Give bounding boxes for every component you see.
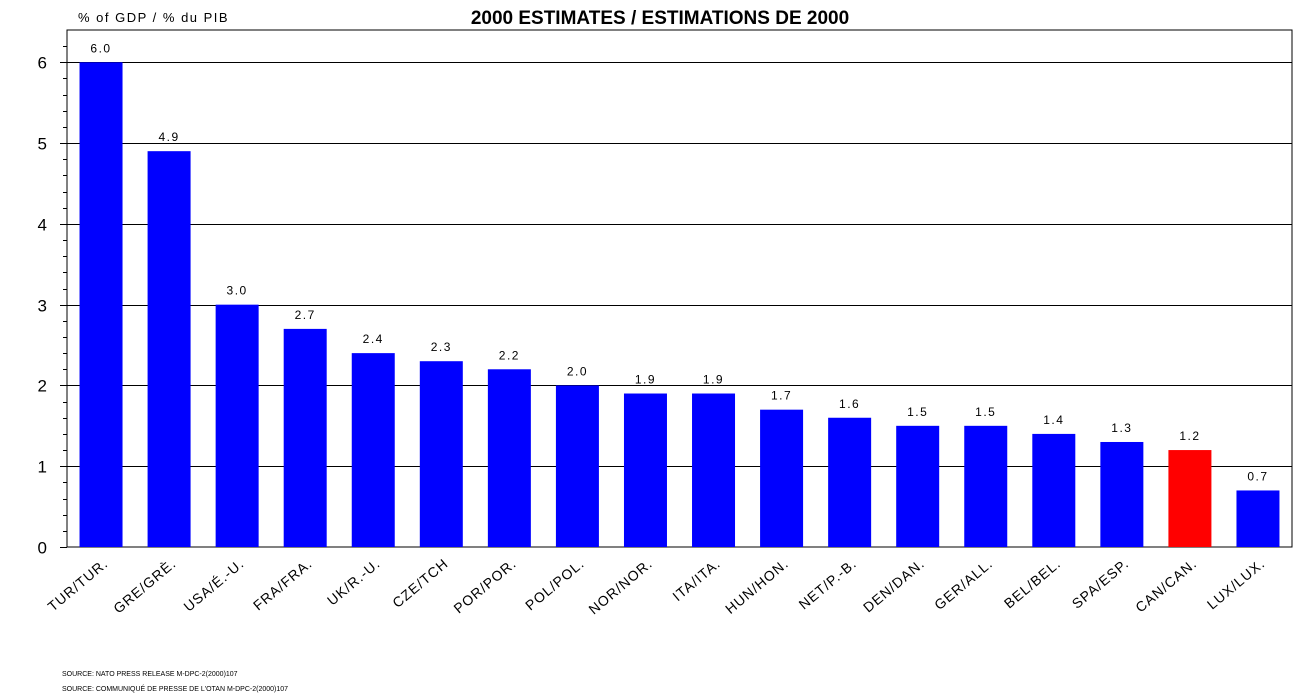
bar	[964, 425, 1008, 547]
x-tick-label: NOR/NOR.	[585, 555, 655, 617]
data-label: 1.9	[635, 373, 656, 387]
data-label: 2.2	[499, 348, 520, 362]
bar	[283, 328, 327, 547]
x-tick-label: DEN/DAN.	[860, 555, 928, 615]
chart-title: 2000 ESTIMATES / ESTIMATIONS DE 2000	[471, 8, 849, 29]
bar	[487, 369, 531, 547]
data-label: 6.0	[90, 41, 111, 55]
y-tick-label: 6	[38, 54, 47, 73]
data-label: 1.3	[1111, 421, 1132, 435]
bar	[828, 417, 872, 547]
data-label: 1.4	[1043, 413, 1064, 427]
data-label: 2.4	[363, 332, 384, 346]
y-tick-label: 1	[38, 458, 47, 477]
data-label: 3.0	[227, 284, 248, 298]
x-tick-label: USA/É.-U.	[180, 555, 247, 615]
x-tick-label: POR/POR.	[450, 555, 519, 616]
bar	[692, 393, 736, 547]
plot-area: 0 1 2 3 4 5 6 6.0 TUR/TUR. 4.9 GRE/GRÈ. 3.0 USA/É.-U…	[38, 29, 1293, 617]
x-tick-label: LUX/LUX.	[1204, 555, 1268, 612]
plot-frame	[66, 29, 1293, 548]
bar	[1032, 433, 1076, 547]
bar	[419, 361, 463, 547]
bar	[1168, 450, 1212, 547]
bar	[760, 409, 804, 547]
x-tick-label: CZE/TCH	[389, 555, 451, 611]
x-tick-label: UK/R.-U.	[324, 555, 383, 608]
y-tick-label: 4	[38, 216, 47, 235]
source-note-fr: SOURCE: COMMUNIQUÉ DE PRESSE DE L'OTAN M…	[62, 684, 288, 693]
data-label: 4.9	[158, 130, 179, 144]
x-tick-label: GER/ALL.	[931, 555, 996, 613]
x-tick-label: TUR/TUR.	[44, 555, 110, 614]
y-axis-unit-label: % of GDP / % du PIB	[78, 10, 229, 25]
x-tick-label: NET/P.-B.	[796, 555, 860, 612]
bar	[623, 393, 667, 547]
data-label: 1.5	[907, 405, 928, 419]
x-tick-label: SPA/ESP.	[1069, 555, 1132, 612]
data-label: 0.7	[1247, 469, 1268, 483]
data-label: 1.9	[703, 373, 724, 387]
bar	[1236, 490, 1280, 547]
bar	[555, 385, 599, 547]
bar	[351, 353, 395, 547]
data-label: 1.5	[975, 405, 996, 419]
x-tick-label: FRA/FRA.	[250, 555, 315, 613]
data-label: 1.7	[771, 389, 792, 403]
x-tick-label: GRE/GRÈ.	[110, 555, 179, 616]
x-tick-label: POL/POL.	[522, 555, 587, 613]
bar	[896, 425, 940, 547]
data-label: 2.3	[431, 340, 452, 354]
x-tick-label: CAN/CAN.	[1132, 555, 1200, 615]
bar	[147, 151, 191, 547]
x-tick-label: BEL/BEL.	[1001, 555, 1064, 611]
bar	[79, 62, 123, 547]
bar	[1100, 441, 1144, 547]
data-label: 2.0	[567, 364, 588, 378]
x-tick-label: HUN/HON.	[722, 555, 791, 617]
y-tick-label: 0	[38, 539, 47, 558]
source-note-en: SOURCE: NATO PRESS RELEASE M-DPC-2(2000)…	[62, 671, 238, 678]
y-tick-label: 5	[38, 135, 47, 154]
data-label: 1.6	[839, 397, 860, 411]
data-label: 2.7	[295, 308, 316, 322]
y-tick-label: 3	[38, 297, 47, 316]
bar	[215, 304, 259, 547]
x-tick-label: ITA/ITA.	[669, 555, 723, 604]
data-label: 1.2	[1179, 429, 1200, 443]
y-tick-label: 2	[38, 377, 47, 396]
